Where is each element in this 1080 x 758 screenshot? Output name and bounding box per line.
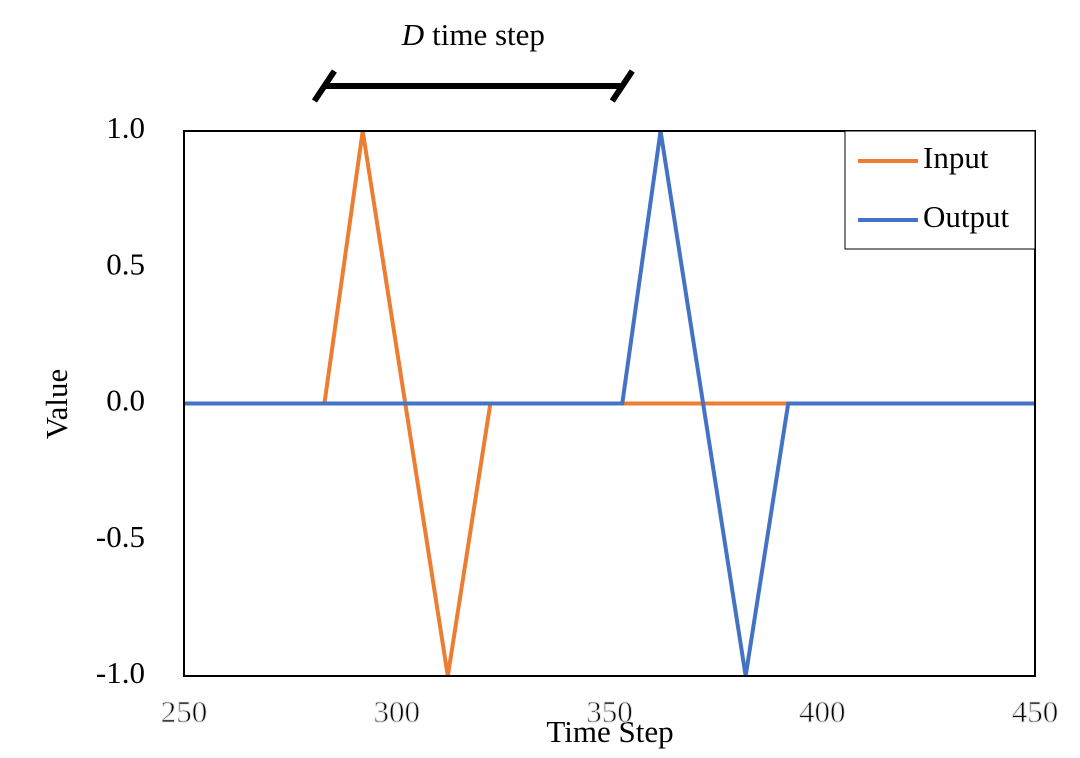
plot-frame <box>183 130 1036 677</box>
x-tick-label: 400 <box>799 694 846 729</box>
y-axis-label: Value <box>39 369 74 440</box>
y-tick-label: 0.0 <box>106 383 145 418</box>
legend-label: Input <box>923 140 989 175</box>
annotation-italic: D <box>401 17 424 52</box>
legend-label: Output <box>923 199 1010 234</box>
annotation-text: time step <box>432 17 545 52</box>
annotation-end <box>311 69 337 103</box>
series-line <box>184 130 1035 677</box>
y-tick-label: -0.5 <box>96 519 145 554</box>
annotation-end <box>609 69 635 103</box>
x-axis-label: Time Step <box>546 714 673 749</box>
y-tick-label: 0.5 <box>106 246 145 281</box>
x-tick-label: 250 <box>161 694 208 729</box>
legend-box <box>844 130 1036 250</box>
x-tick-label: 300 <box>374 694 421 729</box>
x-tick-label: 350 <box>586 694 633 729</box>
x-tick-label: 450 <box>1012 694 1059 729</box>
legend: Input Output <box>844 130 1036 250</box>
y-tick-label: -1.0 <box>96 655 145 690</box>
y-tick-label: 1.0 <box>106 110 145 145</box>
